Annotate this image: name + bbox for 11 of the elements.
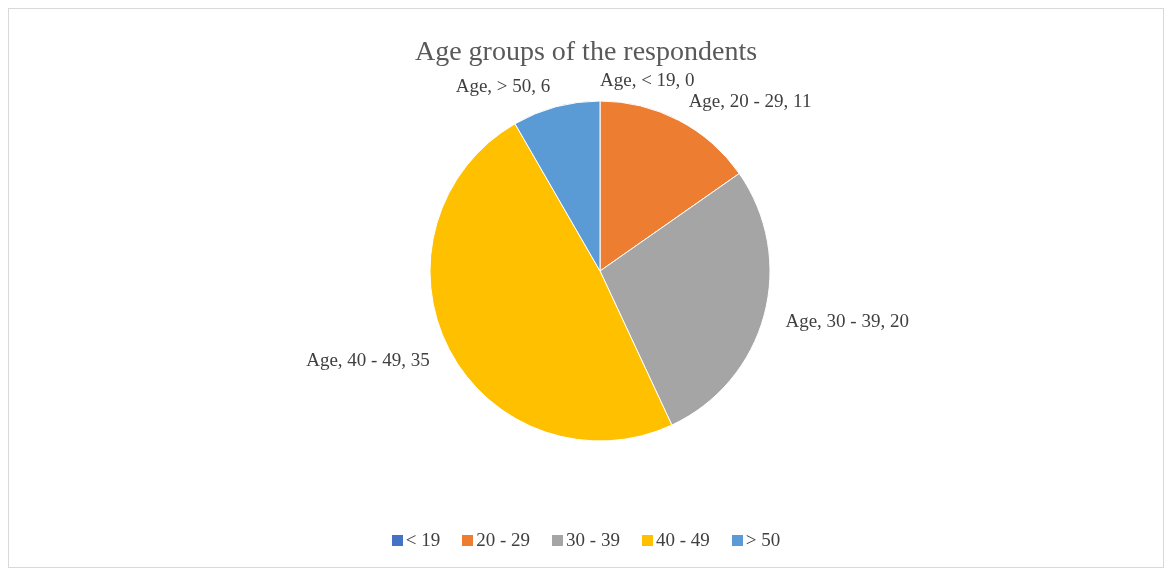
legend-label: 40 - 49	[654, 529, 710, 551]
data-label: Age, 30 - 39, 20	[785, 310, 909, 332]
data-label: Age, 20 - 29, 11	[688, 90, 812, 112]
data-label: Age, 40 - 49, 35	[306, 349, 430, 371]
legend-label: 20 - 29	[475, 529, 531, 551]
legend-label: 30 - 39	[565, 529, 620, 551]
chart-title: Age groups of the respondents	[413, 35, 759, 67]
data-label: Age, > 50, 6	[455, 75, 551, 97]
legend-label: > 50	[744, 529, 781, 551]
legend-label: < 19	[404, 529, 441, 551]
text: Age, < 19, 0	[600, 68, 695, 90]
